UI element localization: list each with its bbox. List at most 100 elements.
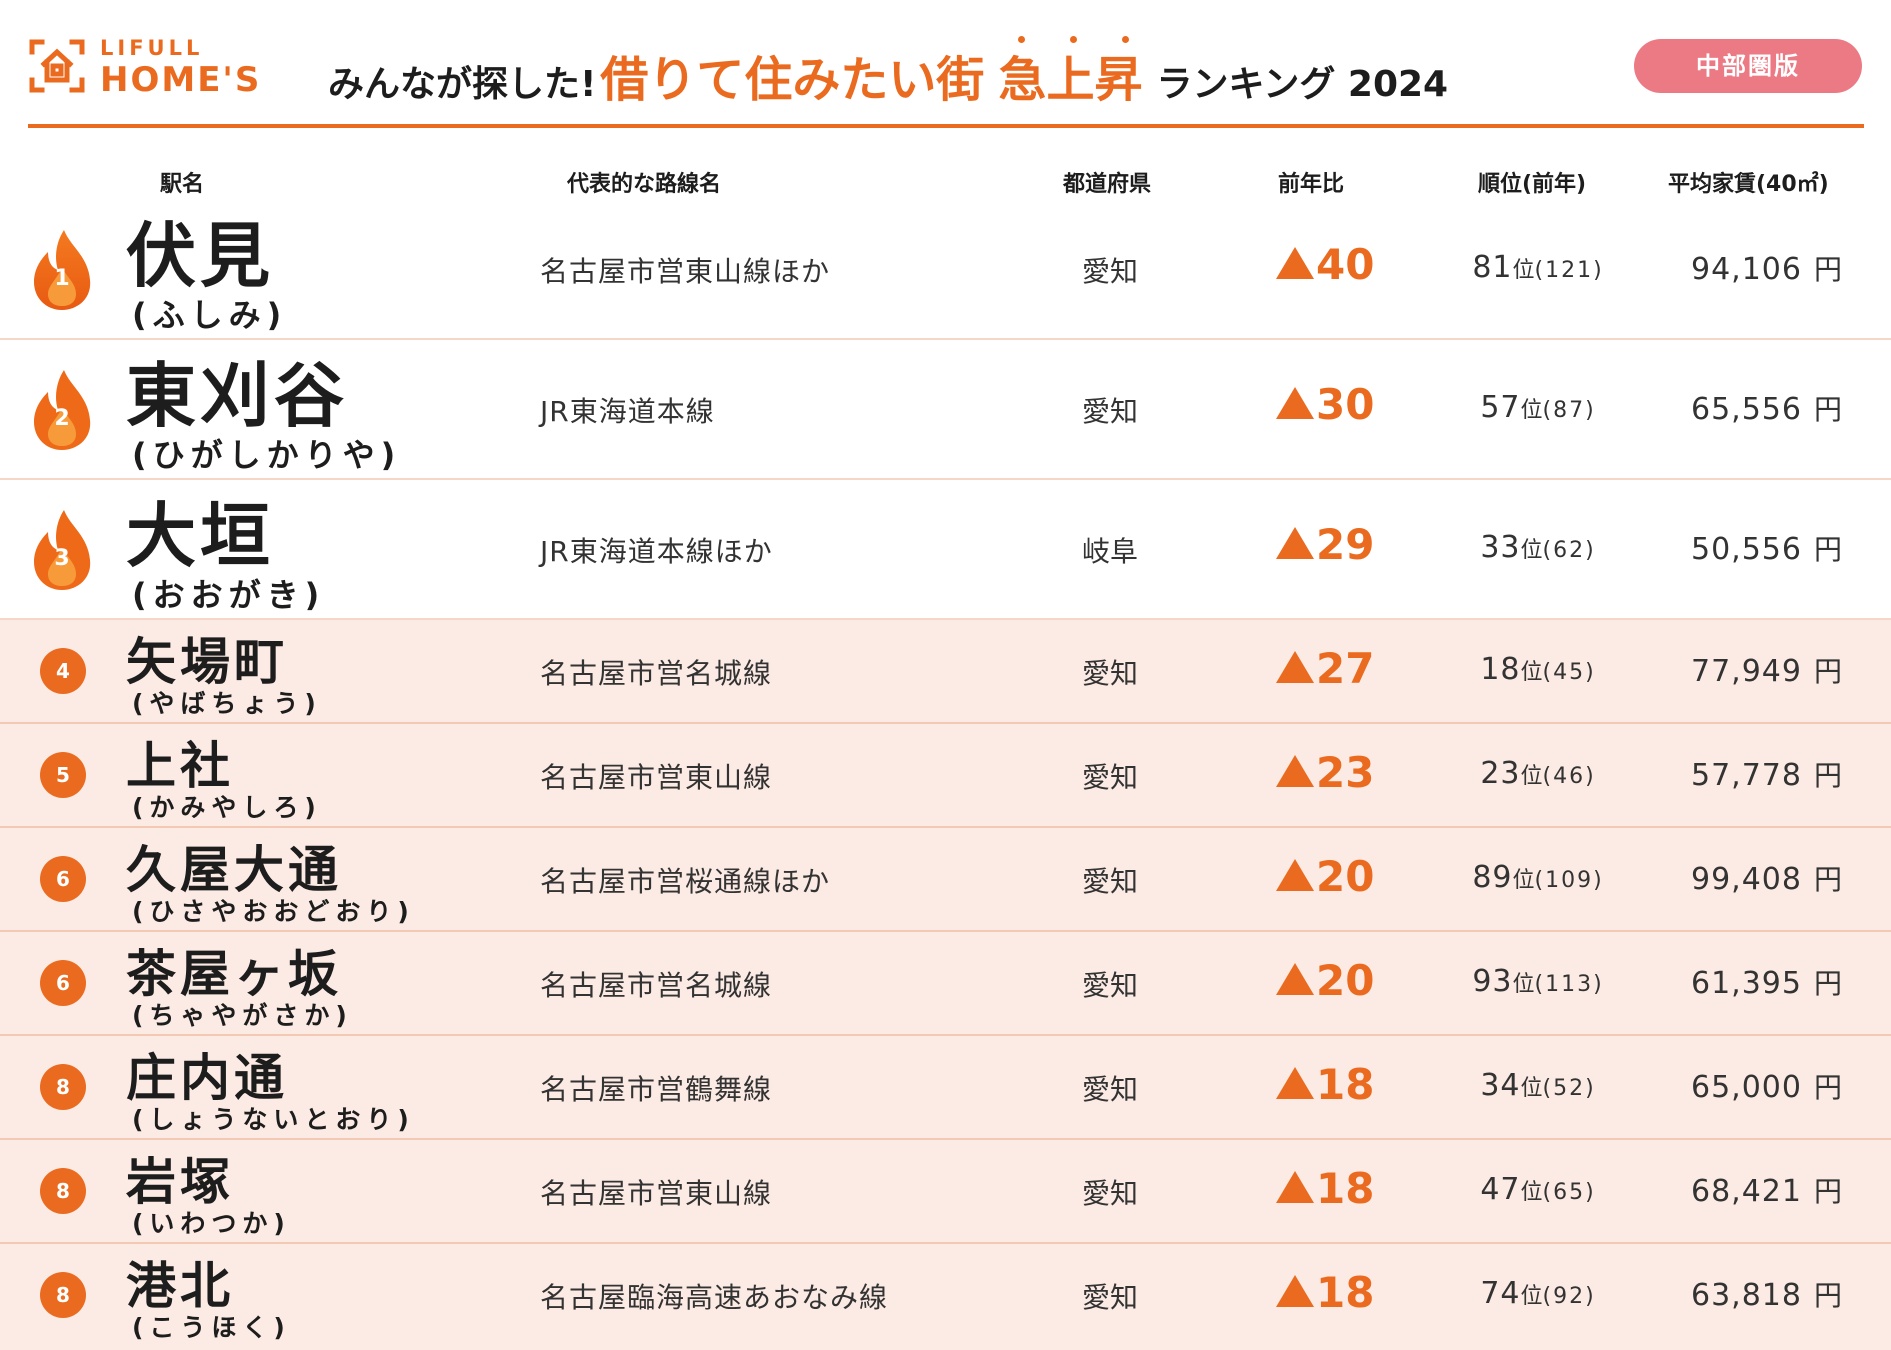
header-divider <box>28 124 1864 128</box>
row-divider <box>0 1034 1891 1036</box>
station-name: 岩塚 <box>126 1153 234 1211</box>
rank-diff: 40 <box>1276 240 1374 289</box>
average-rent: 61,395 円 <box>1691 966 1843 1001</box>
up-triangle-icon <box>1276 651 1314 683</box>
row-divider <box>0 722 1891 724</box>
line-name: 名古屋市営東山線 <box>540 761 773 794</box>
rank-current-prev: 81位(121) <box>1472 250 1604 285</box>
line-name: 名古屋市営東山線ほか <box>540 255 831 288</box>
rank-diff: 20 <box>1276 956 1374 1005</box>
average-rent: 65,556 円 <box>1691 392 1843 427</box>
rank-badge: 6 <box>40 960 86 1006</box>
rank-diff: 18 <box>1276 1268 1374 1317</box>
rank-current-prev: 47位(65) <box>1480 1172 1596 1207</box>
prefecture: 愛知 <box>1082 1073 1139 1106</box>
up-triangle-icon <box>1276 527 1314 559</box>
up-triangle-icon <box>1276 1171 1314 1203</box>
rank-badge: 6 <box>40 856 86 902</box>
prefecture: 愛知 <box>1082 395 1139 428</box>
rank-badge: 5 <box>40 752 86 798</box>
prefecture: 愛知 <box>1082 255 1139 288</box>
rank-number: 1 <box>54 266 70 291</box>
rank-current-prev: 33位(62) <box>1480 530 1596 565</box>
station-name: 茶屋ヶ坂 <box>126 945 342 1003</box>
row-divider <box>0 930 1891 932</box>
row-divider <box>0 338 1891 340</box>
up-triangle-icon <box>1276 247 1314 279</box>
line-name: 名古屋市営鶴舞線 <box>540 1073 773 1106</box>
station-name: 矢場町 <box>126 633 288 691</box>
station-reading: (おおがき) <box>132 576 326 614</box>
column-header-prefecture: 都道府県 <box>1063 172 1152 197</box>
rank-current-prev: 74位(92) <box>1480 1276 1596 1311</box>
logo-text-lifull: LIFULL <box>100 36 204 60</box>
average-rent: 68,421 円 <box>1691 1174 1843 1209</box>
title-prefix: みんなが探した! <box>328 64 597 105</box>
table-row: 6 茶屋ヶ坂 (ちゃやがさか) 名古屋市営名城線 愛知 20 93位(113) … <box>0 932 1891 1036</box>
title-suffix: ランキング 2024 <box>1156 64 1449 105</box>
lifull-homes-logo: LIFULL HOME'S <box>28 36 278 100</box>
rank-diff: 18 <box>1276 1060 1374 1109</box>
up-triangle-icon <box>1276 755 1314 787</box>
column-header-rent: 平均家賃(40㎡) <box>1668 172 1829 197</box>
emphasis-dots <box>998 36 1142 46</box>
prefecture: 愛知 <box>1082 657 1139 690</box>
rank-current-prev: 93位(113) <box>1472 964 1604 999</box>
column-header-diff: 前年比 <box>1278 172 1345 197</box>
rank-diff: 18 <box>1276 1164 1374 1213</box>
row-divider <box>0 1242 1891 1244</box>
rank-badge: 8 <box>40 1168 86 1214</box>
table-row: 1 伏見 (ふしみ) 名古屋市営東山線ほか 愛知 40 81位(121) 94,… <box>0 200 1891 340</box>
prefecture: 愛知 <box>1082 1177 1139 1210</box>
rank-diff: 30 <box>1276 380 1374 429</box>
line-name: 名古屋市営桜通線ほか <box>540 865 831 898</box>
column-header-station: 駅名 <box>160 172 205 197</box>
rank-diff: 20 <box>1276 852 1374 901</box>
line-name: JR東海道本線ほか <box>540 535 773 568</box>
region-badge: 中部圏版 <box>1634 39 1862 93</box>
station-reading: (やばちょう) <box>132 689 322 718</box>
rank-badge: 4 <box>40 648 86 694</box>
station-reading: (いわつか) <box>132 1209 291 1238</box>
station-name: 久屋大通 <box>126 841 342 899</box>
up-triangle-icon <box>1276 859 1314 891</box>
average-rent: 65,000 円 <box>1691 1070 1843 1105</box>
station-name: 上社 <box>126 737 234 795</box>
station-name: 港北 <box>126 1257 234 1315</box>
station-name: 東刈谷 <box>126 355 348 437</box>
title-main: 借りて住みたい街 <box>600 52 985 108</box>
up-triangle-icon <box>1276 387 1314 419</box>
station-name: 伏見 <box>126 215 274 297</box>
prefecture: 愛知 <box>1082 969 1139 1002</box>
row-divider <box>0 618 1891 620</box>
station-reading: (こうほく) <box>132 1313 291 1342</box>
rank-diff: 29 <box>1276 520 1374 569</box>
table-row: 8 庄内通 (しょうないとおり) 名古屋市営鶴舞線 愛知 18 34位(52) … <box>0 1036 1891 1140</box>
rank-number: 2 <box>54 406 70 431</box>
table-row: 4 矢場町 (やばちょう) 名古屋市営名城線 愛知 27 18位(45) 77,… <box>0 620 1891 724</box>
rank-current-prev: 18位(45) <box>1480 652 1596 687</box>
average-rent: 57,778 円 <box>1691 758 1843 793</box>
rank-diff: 23 <box>1276 748 1374 797</box>
line-name: 名古屋臨海高速あおなみ線 <box>540 1281 889 1314</box>
title-emphasis: 急上昇 <box>998 36 1142 108</box>
flame-icon <box>34 230 91 310</box>
rank-badge: 8 <box>40 1064 86 1110</box>
station-reading: (ちゃやがさか) <box>132 1001 353 1030</box>
station-reading: (ひがしかりや) <box>132 436 402 474</box>
rank-current-prev: 57位(87) <box>1480 390 1596 425</box>
average-rent: 94,106 円 <box>1691 252 1843 287</box>
column-header-line: 代表的な路線名 <box>567 172 722 197</box>
line-name: 名古屋市営名城線 <box>540 657 773 690</box>
up-triangle-icon <box>1276 1275 1314 1307</box>
average-rent: 77,949 円 <box>1691 654 1843 689</box>
average-rent: 99,408 円 <box>1691 862 1843 897</box>
house-logo-icon <box>29 39 85 93</box>
page-title: みんなが探した!借りて住みたい街 急上昇 ランキング 2024 <box>328 36 1449 110</box>
up-triangle-icon <box>1276 1067 1314 1099</box>
logo-text-homes: HOME'S <box>100 60 262 100</box>
rank-badge: 8 <box>40 1272 86 1318</box>
station-reading: (しょうないとおり) <box>132 1105 415 1134</box>
station-reading: (かみやしろ) <box>132 793 322 822</box>
prefecture: 愛知 <box>1082 1281 1139 1314</box>
